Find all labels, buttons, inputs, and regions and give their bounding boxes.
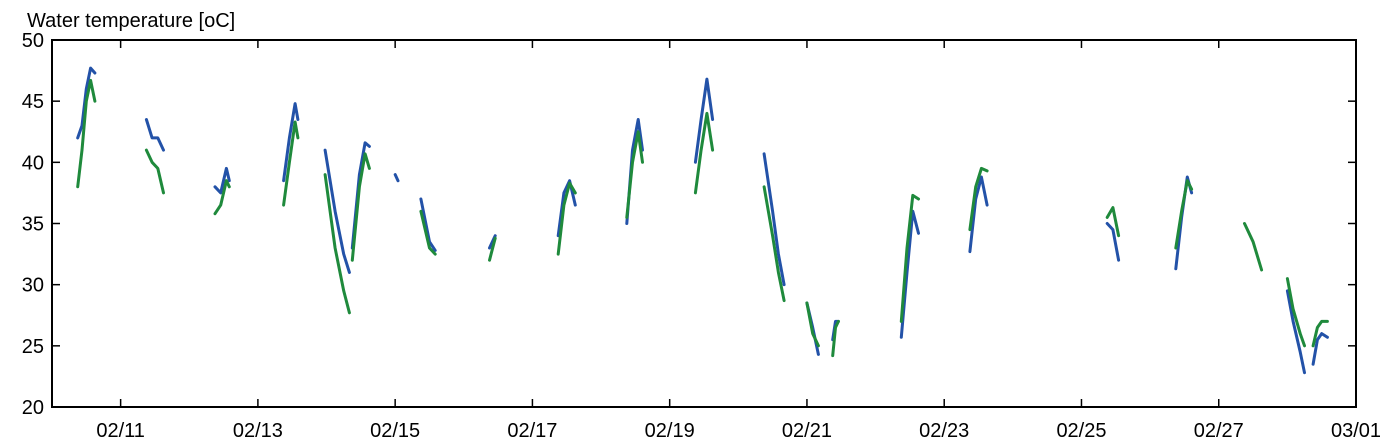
x-tick-label: 03/01 (1331, 420, 1380, 442)
series-2-segment (1174, 179, 1194, 250)
series-1-segment (76, 66, 97, 140)
y-tick-label: 45 (22, 91, 44, 113)
series-1-segment (899, 209, 920, 339)
series-2-segment (1285, 277, 1306, 348)
series-group (76, 66, 1329, 375)
x-tick-label: 02/17 (507, 420, 557, 442)
series-1-segment (693, 77, 715, 164)
series-2-segment (419, 209, 437, 256)
series-1-segment (762, 152, 786, 287)
x-tick-label: 02/13 (233, 420, 283, 442)
series-2-segment (1105, 206, 1121, 238)
series-1-segment (556, 179, 577, 238)
x-axis: 02/11 02/13 02/15 02/17 02/19 02/21 02/23 02/25… (96, 40, 1380, 442)
x-tick-label: 02/25 (1056, 420, 1106, 442)
series-1-segment (144, 118, 165, 152)
x-tick-label: 02/15 (370, 420, 420, 442)
series-2-segment (968, 166, 989, 232)
series-2-segment (625, 130, 644, 219)
series-1-segment (1174, 175, 1194, 271)
series-2-segment (805, 301, 820, 348)
y-tick-label: 20 (22, 397, 44, 419)
series-1-segment (213, 166, 231, 195)
series-2-segment (144, 148, 165, 195)
y-axis: 20 25 30 35 40 45 50 (22, 30, 1356, 419)
series-1-segment (968, 175, 989, 254)
plot-frame (51, 39, 1357, 408)
series-2-segment (693, 111, 715, 195)
series-2-segment (556, 181, 577, 256)
series-1-segment (323, 148, 351, 274)
y-tick-label: 30 (22, 275, 44, 297)
series-2-segment (762, 185, 786, 303)
x-tick-label: 02/21 (782, 420, 832, 442)
y-axis-title: Water temperature [oC] (27, 10, 235, 32)
y-tick-label: 50 (22, 30, 44, 52)
series-2-segment (1311, 319, 1329, 348)
series-2-segment (488, 236, 497, 262)
series-2-segment (213, 179, 231, 216)
series-1-segment (1311, 332, 1329, 366)
series-2-segment (76, 78, 97, 189)
series-2-segment (1243, 222, 1264, 272)
x-tick-label: 02/19 (645, 420, 695, 442)
series-1-segment (1285, 289, 1306, 375)
series-2-segment (831, 319, 840, 358)
x-tick-label: 02/27 (1194, 420, 1244, 442)
series-1-segment (282, 102, 300, 183)
x-tick-label: 02/11 (96, 420, 145, 442)
series-1-segment (393, 173, 400, 183)
x-tick-label: 02/23 (919, 420, 969, 442)
series-2-segment (282, 120, 300, 207)
series-2-segment (350, 152, 371, 262)
y-tick-label: 35 (22, 214, 44, 236)
y-tick-label: 40 (22, 152, 44, 174)
series-2-segment (323, 173, 351, 315)
series-1-segment (1105, 222, 1121, 262)
y-tick-label: 25 (22, 336, 44, 358)
series-2-segment (899, 193, 920, 323)
